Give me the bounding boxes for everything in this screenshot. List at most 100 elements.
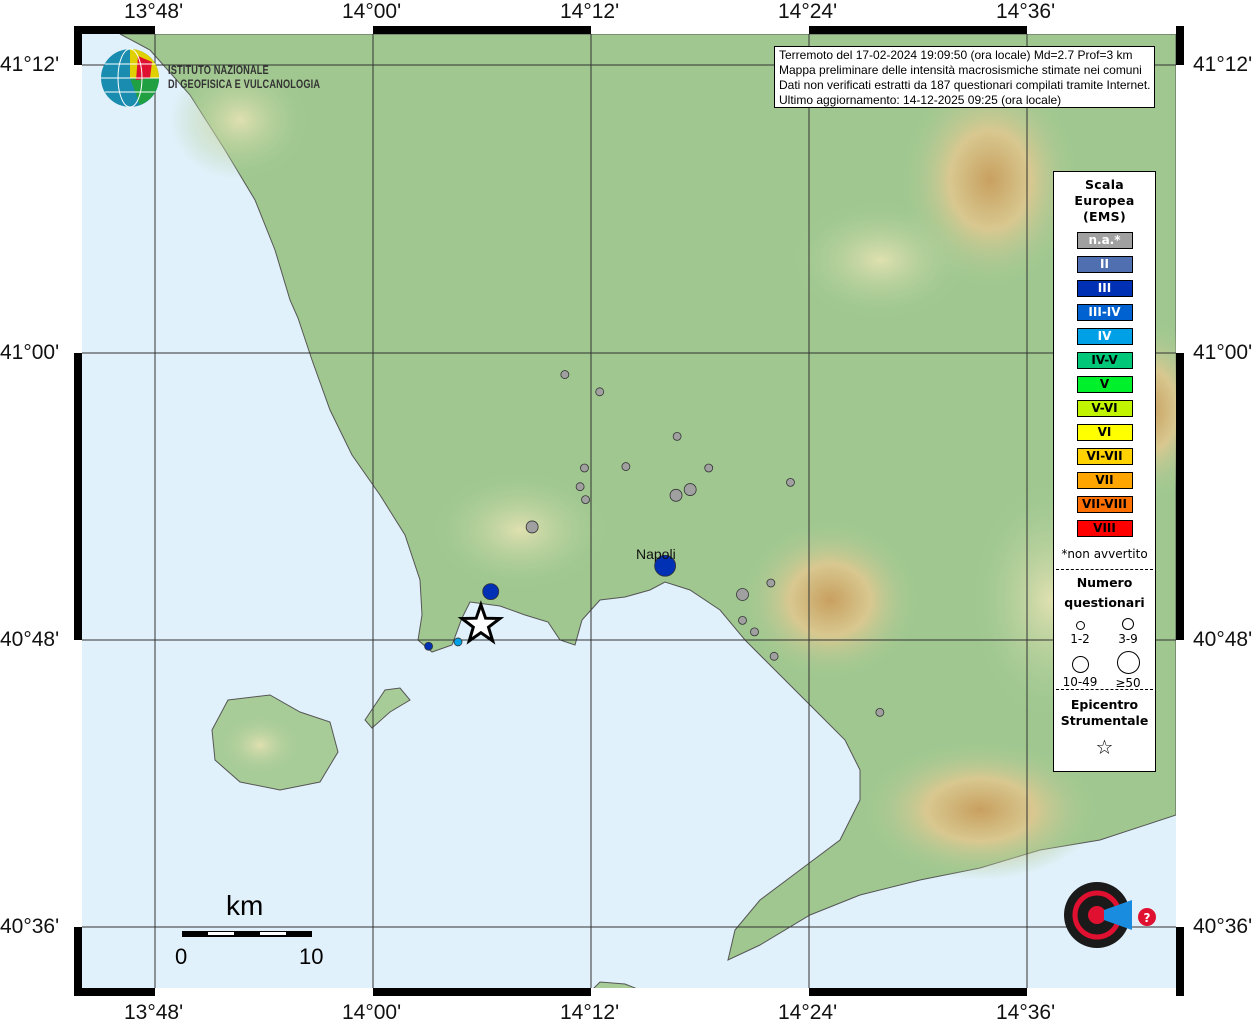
observation-point — [736, 588, 749, 601]
divider — [1056, 689, 1153, 690]
legend-class-na: n.a.* — [1076, 232, 1133, 249]
divider — [1056, 569, 1153, 570]
map-description: Mappa preliminare delle intensità macros… — [779, 63, 1142, 77]
lat-label: 41°12' — [1193, 53, 1253, 76]
scale-start: 0 — [175, 944, 188, 969]
lon-label: 14°24' — [778, 1001, 838, 1024]
lon-label: 13°48' — [124, 0, 184, 23]
observation-point — [595, 387, 605, 397]
last-update: Ultimo aggiornamento: 14-12-2025 09:25 (… — [779, 93, 1062, 107]
observation-point — [453, 637, 463, 647]
legend-title-1: Scala — [1084, 177, 1125, 192]
observation-point — [750, 627, 759, 637]
lon-label: 14°36' — [996, 1001, 1056, 1024]
legend-class-iii: III — [1076, 280, 1133, 297]
circle-icon — [1071, 656, 1089, 673]
data-note: Dati non verificati estratti da 187 ques… — [779, 78, 1151, 92]
legend-class-vii: VII — [1076, 472, 1133, 489]
lat-label: 41°12' — [0, 53, 60, 76]
lat-label: 40°36' — [0, 915, 60, 938]
legend-class-v: V — [1076, 376, 1133, 393]
capri-island — [593, 981, 637, 988]
legend-class-vi-vii: VI-VII — [1076, 448, 1133, 465]
observation-point — [654, 554, 677, 577]
lat-label: 40°48' — [0, 628, 60, 651]
circle-icon — [1122, 618, 1134, 630]
legend-class-vi: VI — [1076, 424, 1133, 441]
observation-point — [669, 488, 683, 502]
lat-label: 40°36' — [1193, 915, 1253, 938]
lon-label: 14°12' — [560, 1001, 620, 1024]
lat-label: 40°48' — [1193, 628, 1253, 651]
observation-point — [575, 482, 585, 492]
count-size-1: 1-2 — [1060, 617, 1100, 646]
observation-point — [769, 651, 779, 661]
lon-label: 14°12' — [560, 0, 620, 23]
observation-point — [424, 641, 433, 651]
observation-point — [580, 463, 589, 473]
observation-point — [621, 462, 631, 471]
lon-label: 14°24' — [778, 0, 838, 23]
observation-point — [525, 520, 539, 534]
legend-class-v-vi: V-VI — [1076, 400, 1133, 417]
procida-island — [364, 687, 411, 729]
count-title-2: questionari — [1064, 595, 1145, 610]
count-size-3: 10-49 — [1060, 651, 1100, 689]
observation-point — [672, 431, 682, 441]
scale-end: 10 — [299, 944, 324, 969]
lon-label: 14°36' — [996, 0, 1056, 23]
svg-text:?: ? — [1144, 911, 1151, 925]
legend-class-iv-v: IV-V — [1076, 352, 1133, 369]
epi-title-2: Strumentale — [1060, 713, 1149, 728]
lat-label: 41°00' — [0, 341, 60, 364]
legend-class-iv: IV — [1076, 328, 1133, 345]
lat-label: 41°00' — [1193, 341, 1253, 364]
place-label-napoli: Napoli — [636, 546, 676, 562]
observation-point — [560, 370, 570, 379]
epicenter-star — [457, 600, 505, 645]
event-line: Terremoto del 17-02-2024 19:09:50 (ora l… — [779, 48, 1133, 62]
legend-class-ii: II — [1076, 256, 1133, 273]
star-icon: ☆ — [1095, 735, 1114, 759]
count-label: 1-2 — [1070, 632, 1090, 646]
ingv-line2: DI GEOFISICA E VULCANOLOGIA — [168, 79, 321, 91]
circle-icon — [1116, 651, 1140, 674]
legend-title-3: (EMS) — [1083, 209, 1126, 224]
observation-point — [786, 477, 795, 487]
observation-point — [766, 578, 776, 588]
observation-point — [683, 483, 697, 496]
observation-point — [482, 583, 500, 601]
lon-label: 14°00' — [342, 1001, 402, 1024]
graticule — [82, 34, 1176, 988]
count-sizes: 1-2 3-9 10-49 ≥50 — [1054, 613, 1155, 690]
count-title: Numero questionari — [1054, 573, 1155, 613]
count-label: 10-49 — [1062, 675, 1098, 689]
epicenter-title: Epicentro Strumentale — [1054, 697, 1155, 729]
scale-unit: km — [226, 890, 264, 921]
observation-point — [704, 463, 714, 473]
epi-title-1: Epicentro — [1070, 697, 1139, 712]
event-info-box: Terremoto del 17-02-2024 19:09:50 (ora l… — [774, 46, 1155, 108]
ingv-name: ISTITUTO NAZIONALE DI GEOFISICA E VULCAN… — [168, 64, 320, 92]
lon-label: 13°48' — [124, 1001, 184, 1024]
ingv-line1: ISTITUTO NAZIONALE — [168, 65, 269, 77]
count-size-2: 3-9 — [1108, 617, 1148, 646]
legend-title: Scala Europea (EMS) — [1054, 177, 1155, 225]
legend: Scala Europea (EMS) n.a.* II III III-IV IV IV… — [1053, 171, 1156, 772]
legend-class-iii-iv: III-IV — [1076, 304, 1133, 321]
lon-label: 14°00' — [342, 0, 402, 23]
count-label: ≥50 — [1115, 676, 1141, 690]
hsit-logo: ? — [1064, 882, 1156, 948]
legend-class-viii: VIII — [1076, 520, 1133, 537]
legend-title-2: Europea — [1074, 193, 1135, 208]
legend-note: *non avvertito — [1061, 547, 1148, 561]
legend-class-vii-viii: VII-VIII — [1076, 496, 1133, 513]
frame-ticks — [74, 26, 1184, 996]
scale-bar — [182, 931, 312, 937]
count-label: 3-9 — [1118, 632, 1138, 646]
circle-icon — [1075, 621, 1085, 630]
count-title-1: Numero — [1076, 575, 1133, 590]
observation-point — [738, 615, 747, 625]
count-size-4: ≥50 — [1108, 651, 1148, 690]
